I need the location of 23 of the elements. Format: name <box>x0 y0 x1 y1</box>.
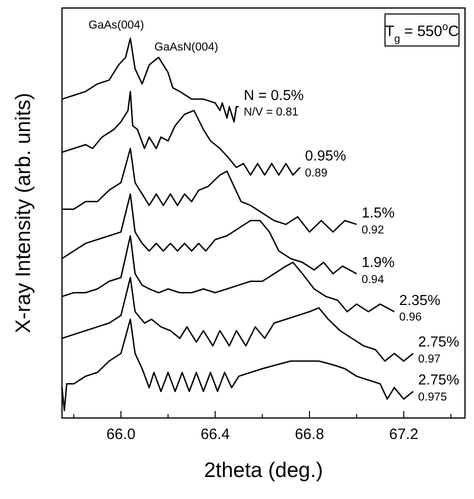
annotation: N = 0.5% <box>244 88 304 104</box>
x-tick-label: 66.4 <box>200 426 230 443</box>
annotation: T$_{g}$ = 550$^{o}$C <box>385 21 460 45</box>
annotation: 2.75% <box>418 334 460 351</box>
annotation: 0.94 <box>362 274 385 286</box>
annotation: 0.97 <box>418 353 441 366</box>
x-tick-label: 66.0 <box>106 426 136 443</box>
annotation: 0.975 <box>418 391 447 404</box>
x-tick-label: 67.2 <box>389 426 418 443</box>
annotation: 2.35% <box>399 292 441 309</box>
annotation: 1.9% <box>362 254 395 271</box>
text: GaAs(004) <box>88 19 144 32</box>
annotation: 0.96 <box>399 312 422 324</box>
x-axis-title: 2theta (deg.) <box>204 459 324 482</box>
annotation: 1.5% <box>362 205 395 222</box>
annotation: 0.89 <box>305 167 328 180</box>
annotation: 2.75% <box>418 372 460 388</box>
annotation: GaAsN(004) <box>154 41 218 54</box>
annotation: 0.92 <box>362 224 384 236</box>
annotation: 0.95% <box>305 148 346 165</box>
x-tick-label: 66.8 <box>294 426 324 443</box>
y-axis-title: X-ray Intensity (arb. units) <box>12 92 35 334</box>
annotation: N/V = 0.81 <box>244 106 298 119</box>
